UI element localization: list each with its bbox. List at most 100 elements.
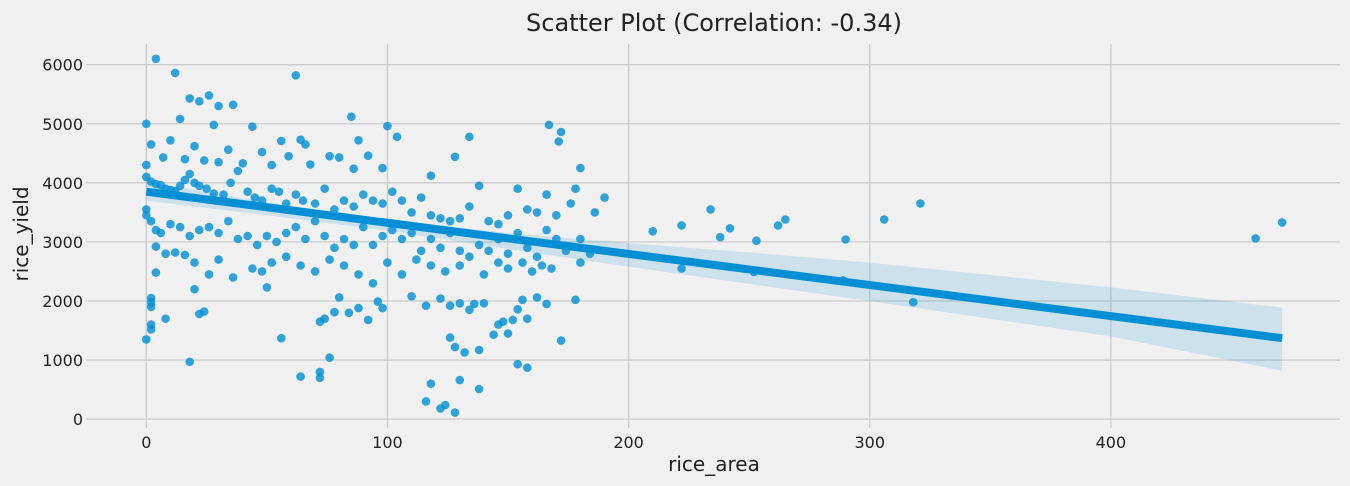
data-point [291,222,301,232]
data-point [363,315,373,325]
data-point [354,303,363,313]
data-point [214,255,223,264]
data-point [412,255,421,264]
data-point [397,270,407,279]
data-point [325,151,334,161]
y-tick-label: 1000 [42,351,83,370]
data-point [195,97,204,106]
data-point [388,187,397,196]
data-point [518,295,527,305]
data-point [648,227,657,236]
data-point [339,196,349,205]
data-point [224,216,233,226]
data-point [392,132,402,142]
data-point [407,228,416,238]
regression-line [145,187,1283,343]
chart-title: Scatter Plot (Correlation: -0.34) [526,9,902,37]
data-point [199,156,209,165]
data-point [571,184,580,193]
data-point [474,240,484,250]
data-point [185,357,194,367]
data-point [474,181,484,191]
data-point [455,261,465,270]
data-point [354,136,363,145]
y-tick-label: 3000 [42,233,83,252]
data-point [368,279,378,288]
data-point [233,166,243,176]
data-point [407,208,416,217]
data-point [556,127,566,137]
data-point [513,228,522,238]
data-point [277,136,286,146]
data-point [267,160,277,170]
data-point [363,151,373,160]
data-point [146,140,156,149]
data-point [523,205,532,214]
data-point [503,211,513,220]
data-point [571,295,580,305]
data-point [542,299,551,309]
data-point [484,246,494,256]
data-point [190,258,199,267]
data-point [542,225,551,235]
data-point [166,136,175,145]
data-point [199,307,209,316]
data-point [879,215,889,224]
data-point [151,268,161,277]
data-point [378,231,387,241]
data-point [142,211,151,220]
data-point [383,121,392,131]
data-point [479,299,489,308]
data-point [465,202,474,211]
data-point [320,314,330,324]
data-point [479,270,489,279]
data-point [474,345,484,355]
data-point [841,235,850,244]
x-tick-label: 300 [854,433,885,452]
data-point [204,270,214,279]
data-point [344,308,354,318]
data-point [436,243,445,253]
data-point [146,325,156,334]
data-point [142,335,151,344]
data-point [554,137,563,146]
data-point [226,178,235,188]
data-point [315,367,325,377]
data-point [513,359,522,369]
data-point [465,252,474,261]
x-tick-label: 0 [141,433,151,452]
data-point [532,208,542,217]
data-point [470,299,479,309]
data-point [407,292,416,301]
data-point [296,261,305,270]
data-point [281,252,291,261]
data-point [209,120,219,130]
data-point [455,299,465,308]
data-point [151,54,161,64]
y-axis-label: rice_yield [9,186,33,281]
x-tick-label: 200 [613,433,644,452]
data-point [325,353,334,363]
data-point [301,140,310,149]
data-point [523,363,532,373]
data-point [421,301,431,311]
data-point [378,199,387,208]
data-point [175,181,185,191]
data-point [523,314,532,324]
data-point [180,154,190,164]
data-point [916,199,925,208]
data-point [166,219,175,229]
data-point [228,100,238,110]
data-point [489,330,498,340]
data-point [426,379,436,389]
data-point [214,101,223,111]
data-point [243,187,252,196]
data-point [170,248,180,257]
data-point [224,145,233,154]
data-point [190,141,199,151]
data-point [330,243,339,253]
data-point [334,153,344,162]
data-point [373,297,383,306]
